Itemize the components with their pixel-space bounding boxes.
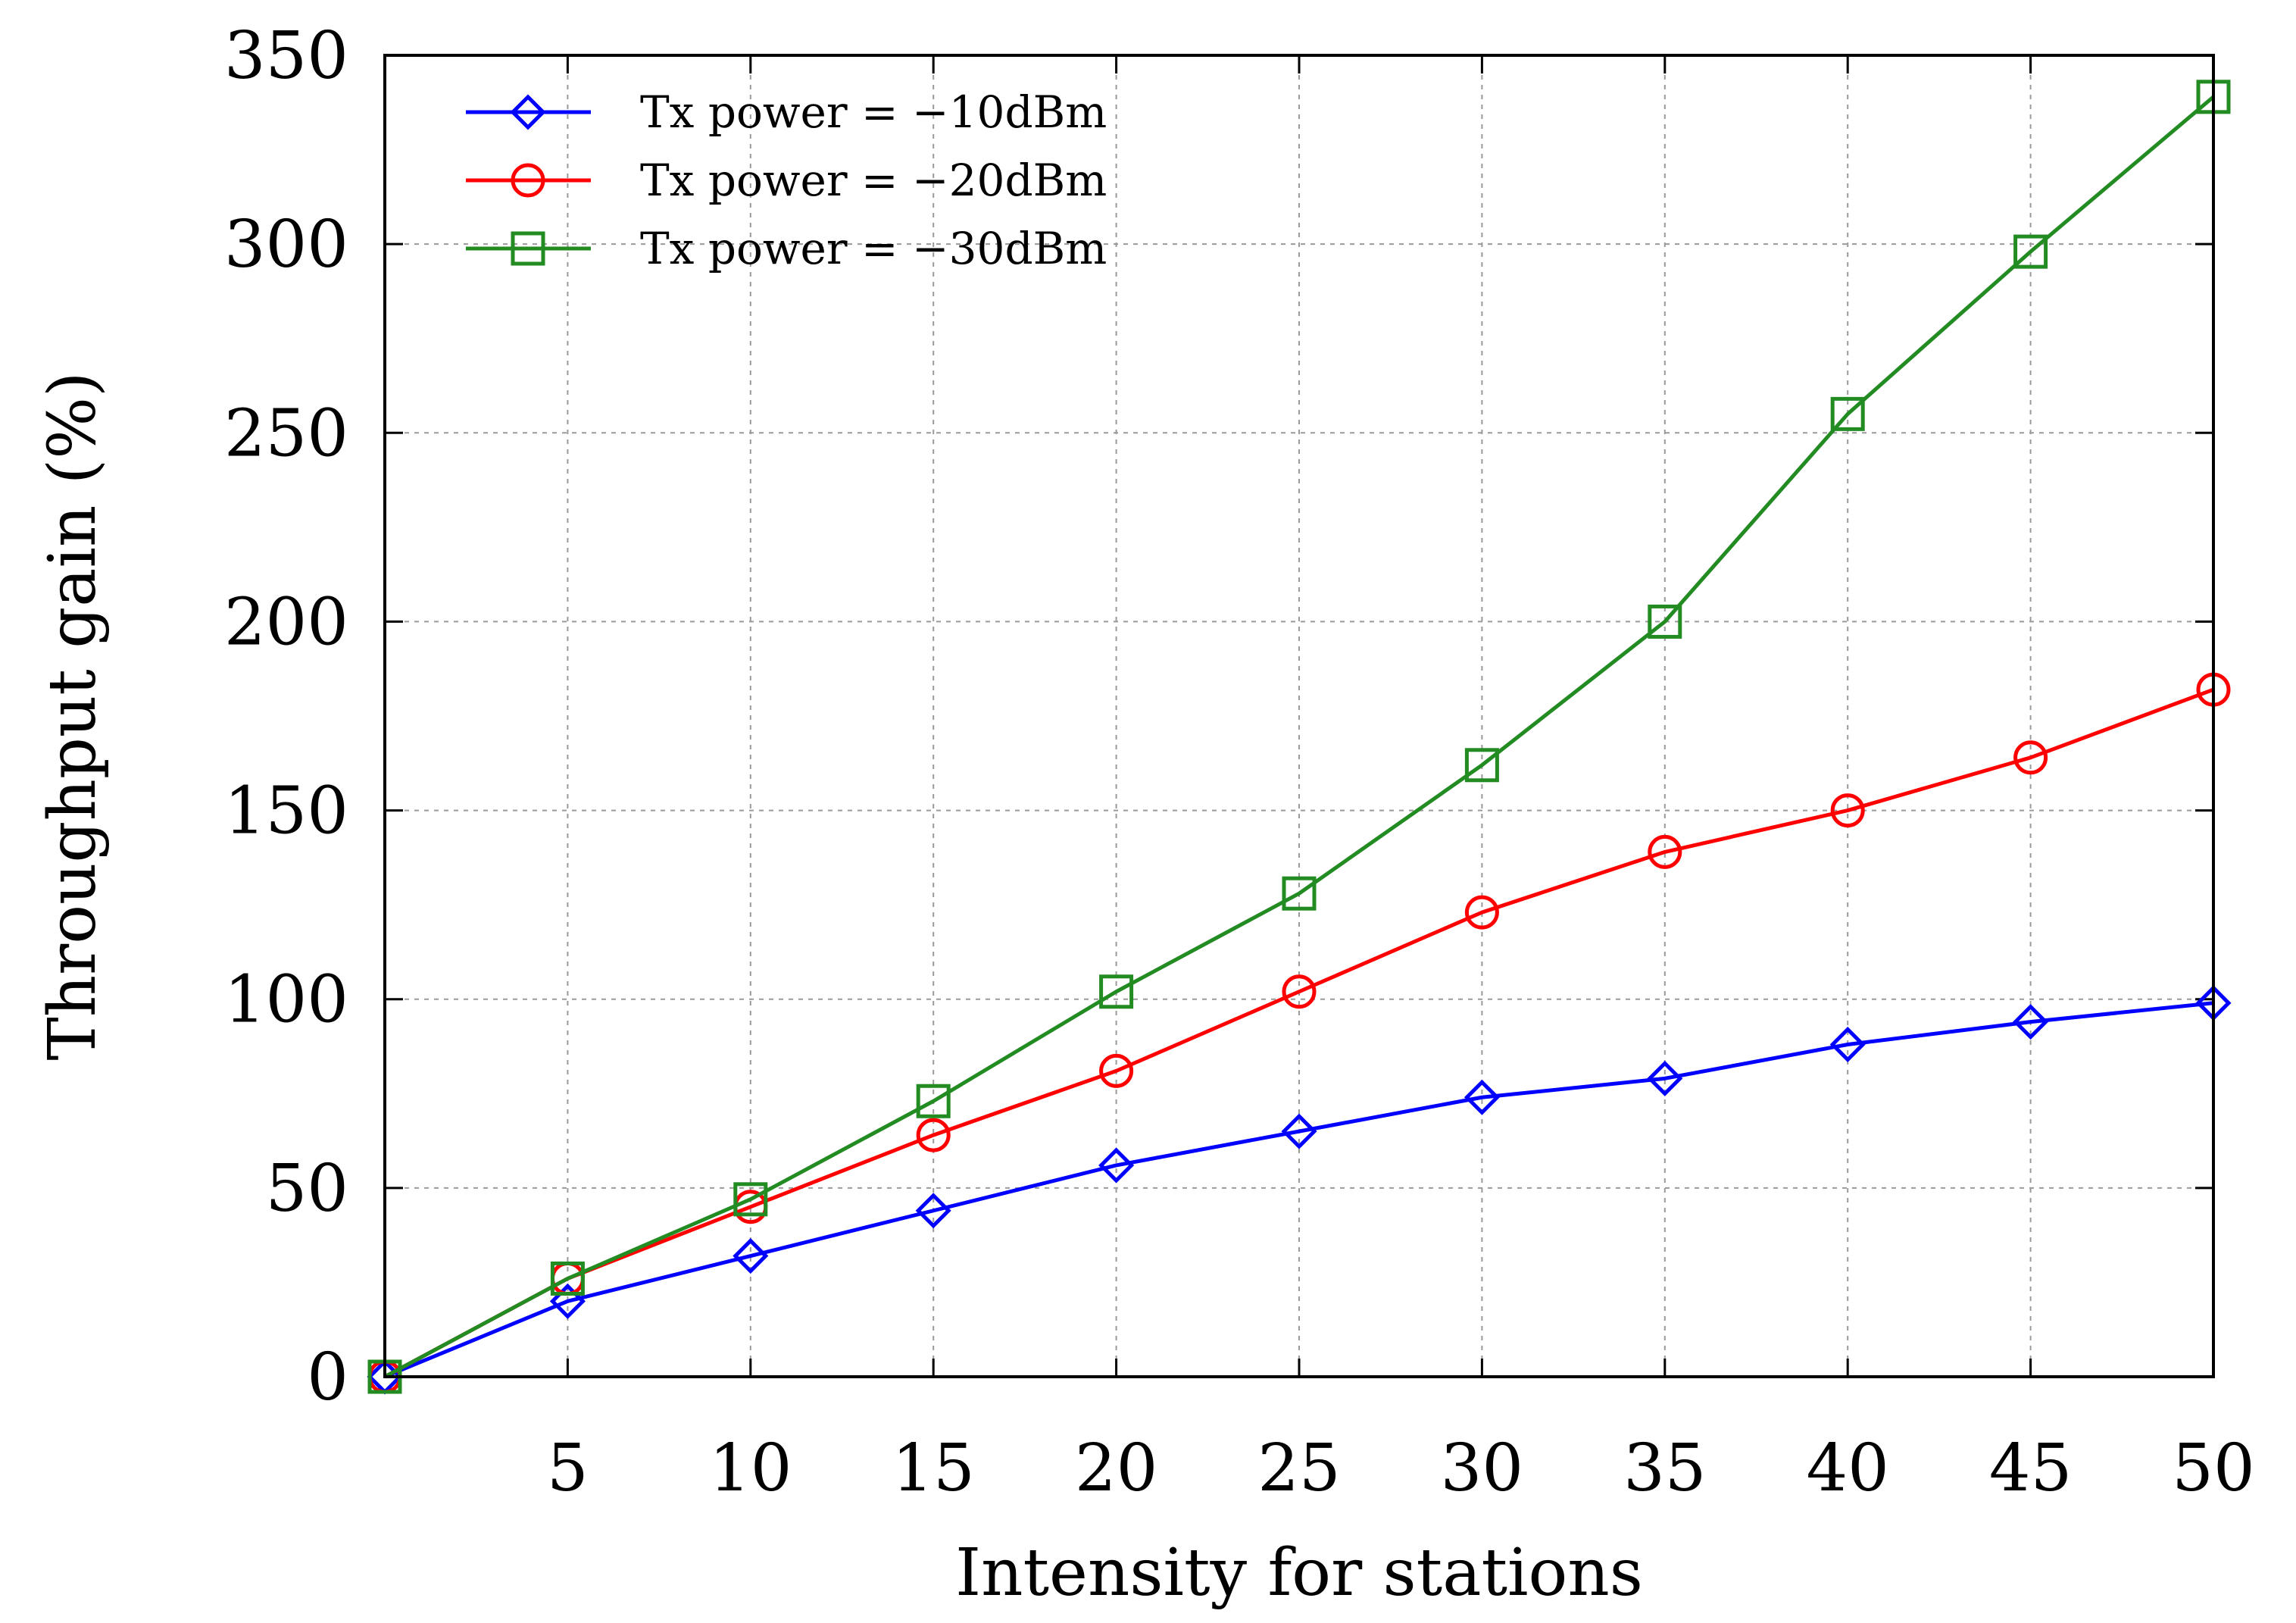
tick-layer: 0 50 100 150 200 250 300 350 5 10 15 20 25 30 35 40 45 50 <box>224 18 2255 1506</box>
data-point <box>1830 793 1865 828</box>
data-point <box>916 1084 951 1118</box>
legend-item-2: Tx power = −20dBm <box>466 155 1107 206</box>
x-axis-title: Intensity for stations <box>955 1535 1643 1611</box>
data-point <box>1648 834 1682 869</box>
series-layer <box>367 80 2232 1395</box>
data-point <box>2013 1004 2049 1040</box>
data-point <box>1464 895 1499 930</box>
data-point <box>2013 234 2048 269</box>
data-point <box>2013 740 2048 775</box>
data-point <box>1464 1079 1500 1115</box>
y-tick-label: 100 <box>224 962 348 1038</box>
series-3 <box>367 80 2231 1394</box>
plot-frame <box>383 54 2215 1378</box>
data-point <box>550 1261 585 1296</box>
series-line <box>383 95 2215 1379</box>
grid-layer <box>385 55 2213 1377</box>
data-point <box>1098 1147 1135 1184</box>
legend: Tx power = −10dBm Tx power = −20dBm Tx pow… <box>466 86 1107 274</box>
data-point <box>915 1193 951 1229</box>
legend-marker <box>511 163 545 198</box>
data-point <box>733 1182 768 1217</box>
data-point <box>1099 974 1134 1009</box>
y-tick-label: 50 <box>266 1151 348 1227</box>
series-line <box>384 1001 2214 1379</box>
y-axis-title: Throughput gain (%) <box>35 371 111 1060</box>
legend-marker <box>510 94 546 130</box>
y-tick-label: 300 <box>224 207 348 283</box>
x-tick-label: 15 <box>892 1431 974 1506</box>
x-tick-label: 45 <box>1989 1431 2072 1506</box>
data-point <box>916 1118 951 1152</box>
y-tick-label: 0 <box>307 1340 348 1415</box>
series-1 <box>367 985 2232 1395</box>
x-tick-label: 20 <box>1075 1431 1157 1506</box>
data-point <box>733 1238 769 1274</box>
x-tick-label: 25 <box>1257 1431 1340 1506</box>
data-point <box>1099 1053 1134 1088</box>
data-point <box>549 1283 586 1319</box>
x-tick-label: 40 <box>1806 1431 1888 1506</box>
legend-marker <box>511 231 545 266</box>
data-point <box>1647 1060 1683 1096</box>
legend-label: Tx power = −30dBm <box>640 223 1107 274</box>
x-tick-label: 30 <box>1441 1431 1523 1506</box>
y-tick-label: 200 <box>224 584 348 660</box>
data-point <box>1282 876 1317 911</box>
data-point <box>1281 1113 1317 1149</box>
data-point <box>1830 396 1865 431</box>
legend-label: Tx power = −10dBm <box>640 86 1107 138</box>
y-tick-label: 350 <box>224 18 348 94</box>
y-tick-label: 250 <box>224 396 348 471</box>
x-tick-label: 5 <box>547 1431 589 1506</box>
x-tick-label: 10 <box>709 1431 792 1506</box>
y-tick-label: 150 <box>224 774 348 849</box>
data-point <box>1648 604 1682 639</box>
data-point <box>1282 974 1317 1009</box>
x-tick-label: 35 <box>1623 1431 1706 1506</box>
legend-item-1: Tx power = −10dBm <box>466 86 1107 138</box>
data-point <box>1464 748 1499 783</box>
legend-item-3: Tx power = −30dBm <box>466 223 1107 274</box>
data-point <box>1829 1026 1866 1063</box>
legend-label: Tx power = −20dBm <box>640 155 1107 206</box>
series-line <box>383 687 2214 1379</box>
x-tick-label: 50 <box>2172 1431 2254 1506</box>
